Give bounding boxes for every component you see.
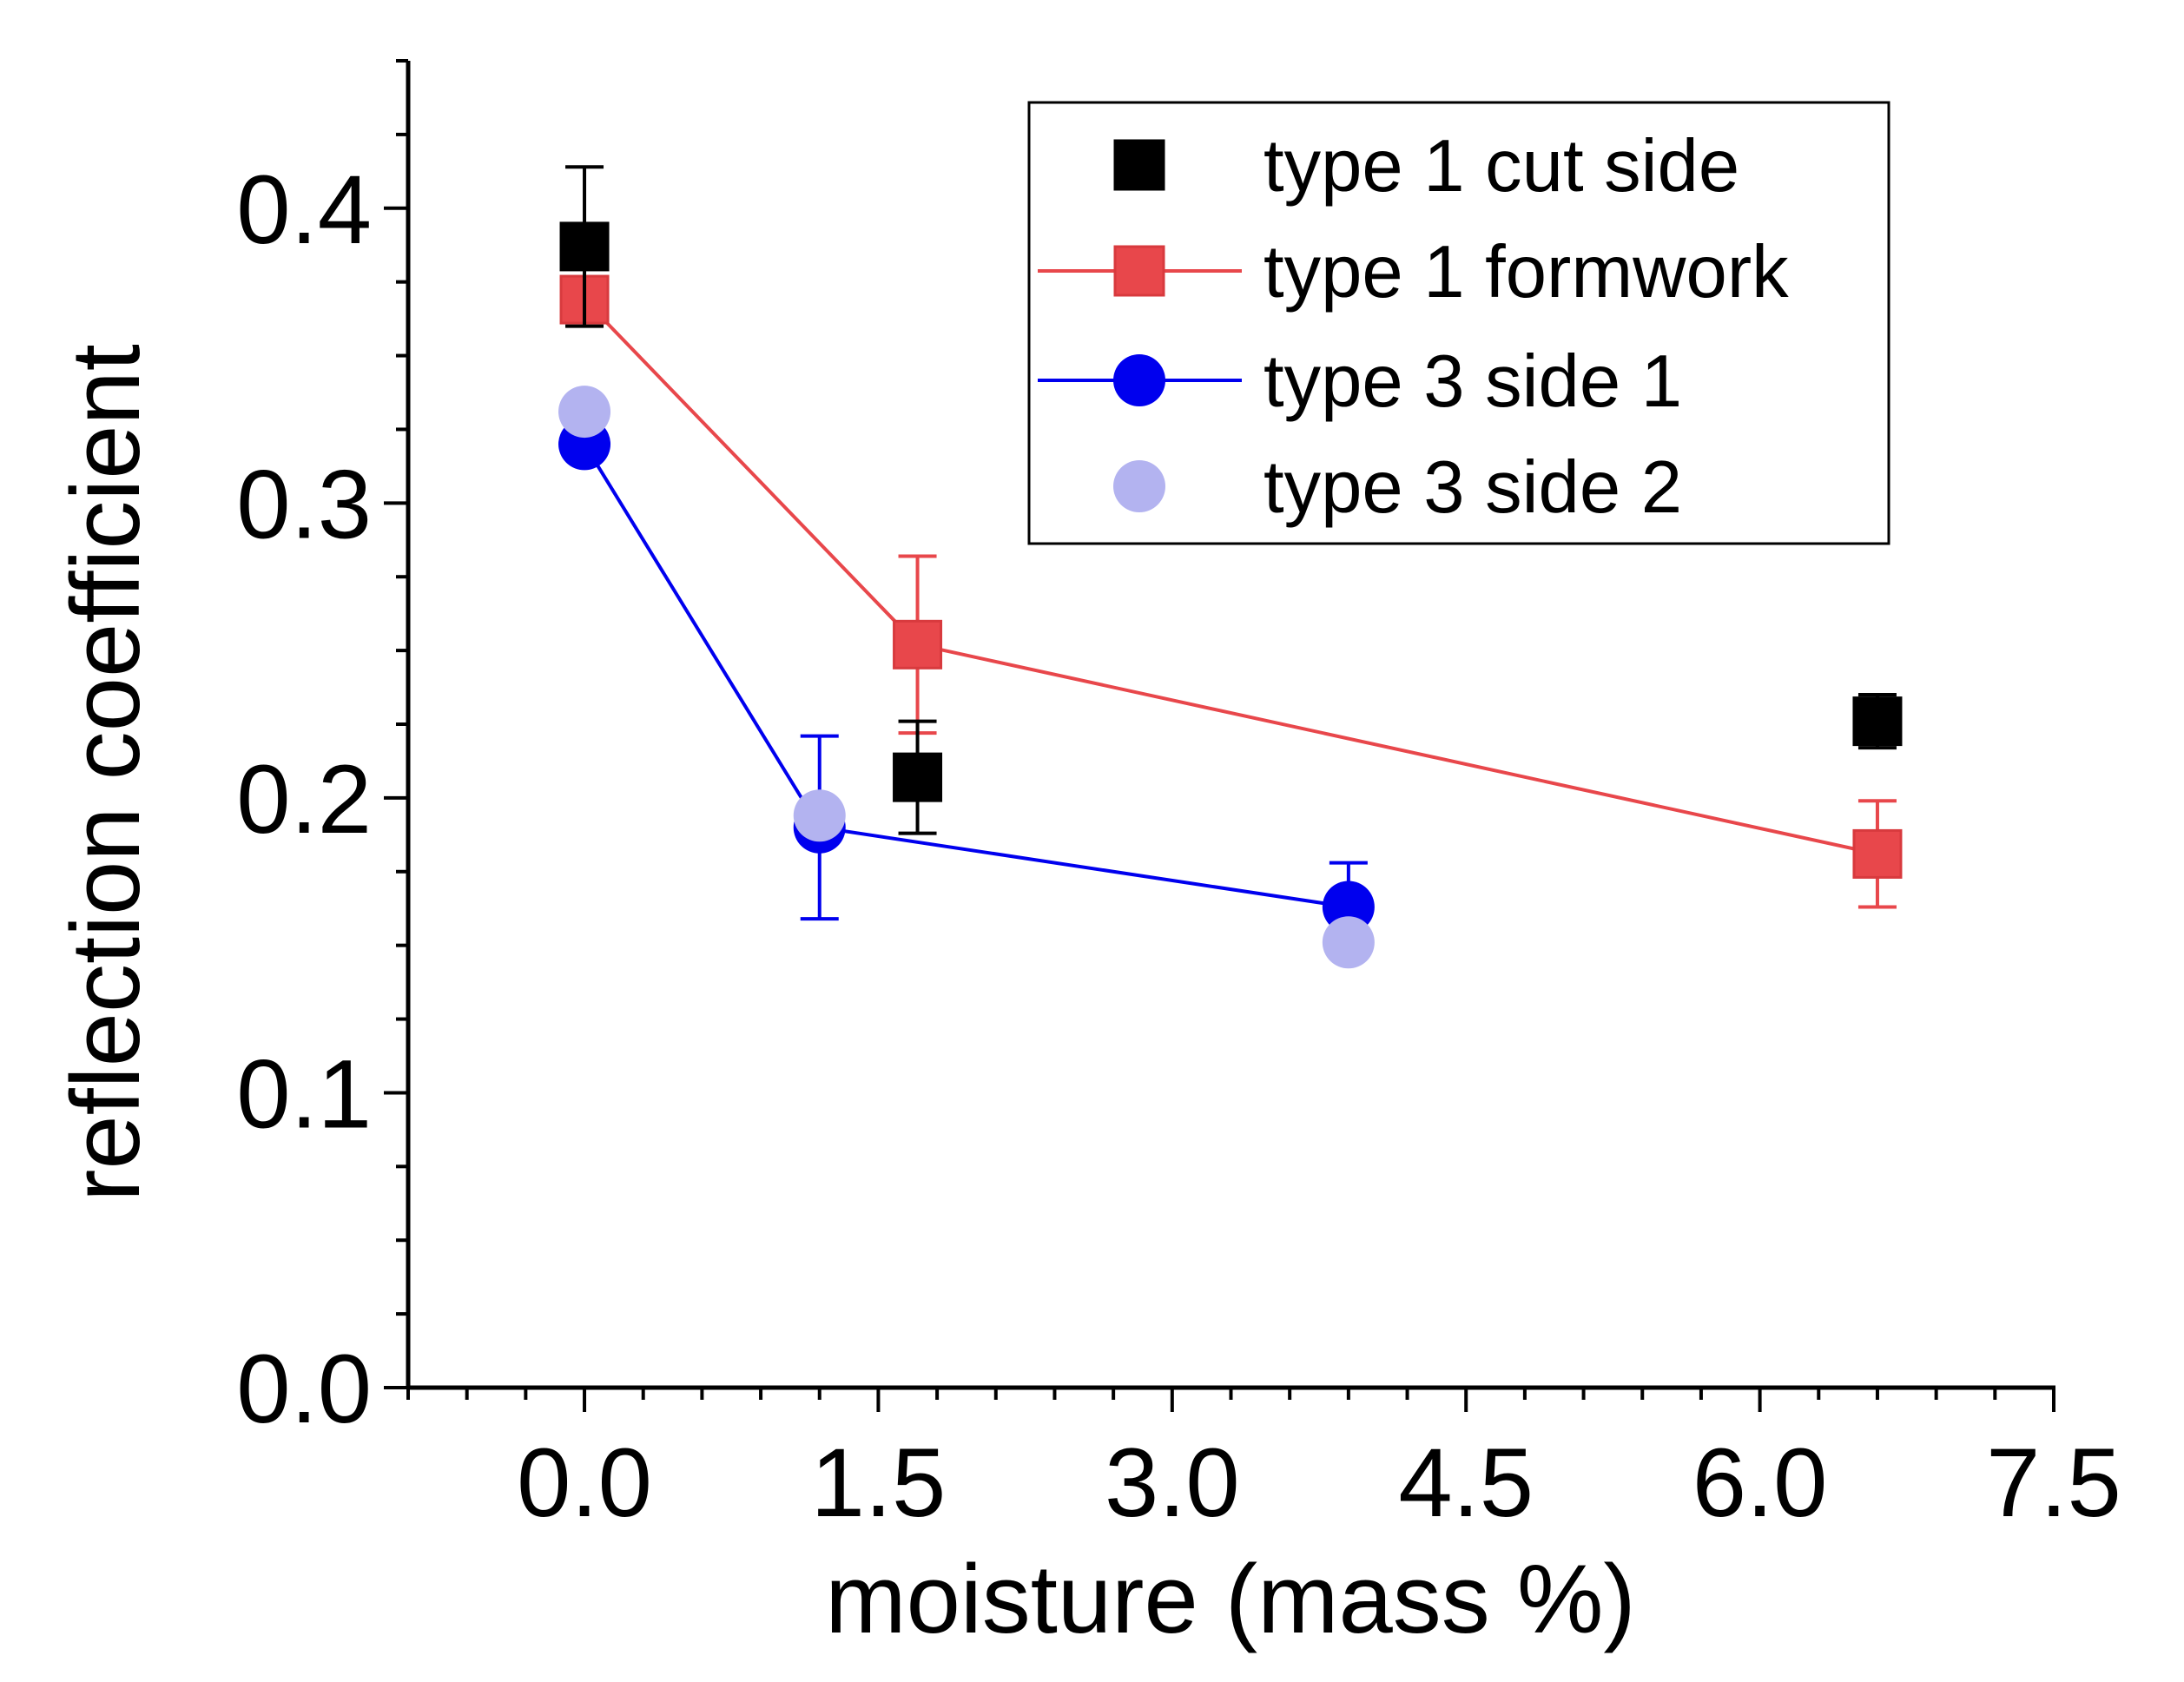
- legend-item: type 1 cut side: [1113, 125, 1739, 208]
- legend-item: type 3 side 2: [1113, 446, 1682, 529]
- y-tick-label: 0.0: [236, 1335, 372, 1443]
- legend-marker: [1113, 139, 1165, 191]
- data-point: [793, 789, 846, 842]
- data-point: [1852, 696, 1903, 747]
- series-type-1-formwork: [559, 274, 1903, 909]
- legend-label: type 1 cut side: [1264, 125, 1739, 208]
- data-point: [1852, 828, 1903, 879]
- y-tick-label: 0.2: [236, 745, 372, 854]
- x-tick-label: 1.5: [811, 1428, 947, 1537]
- x-tick-label: 3.0: [1105, 1428, 1240, 1537]
- y-axis-title: reflection coefficient: [51, 344, 160, 1202]
- series-layer: [558, 165, 1903, 969]
- legend-marker: [1113, 354, 1165, 406]
- legend-label: type 3 side 2: [1264, 446, 1682, 529]
- data-point: [1322, 916, 1375, 969]
- y-tick-label: 0.1: [236, 1039, 372, 1148]
- y-tick-label: 0.4: [236, 155, 372, 264]
- legend-label: type 1 formwork: [1264, 231, 1789, 313]
- x-tick-label: 0.0: [517, 1428, 652, 1537]
- x-tick-label: 6.0: [1692, 1428, 1828, 1537]
- ticks: 0.0 0.1 0.2 0.3 0.4 0.0 1.5 3.0 4.5 6.0 7.5: [236, 59, 2121, 1537]
- legend-item: type 1 formwork: [1038, 231, 1789, 313]
- legend-box: [1027, 101, 1890, 545]
- x-axis-title: moisture (mass %): [825, 1545, 1635, 1653]
- series-type-3-side-2: [558, 386, 1375, 969]
- x-tick-label: 4.5: [1398, 1428, 1534, 1537]
- legend-marker: [1113, 245, 1165, 297]
- legend-item: type 3 side 1: [1038, 340, 1682, 423]
- x-tick-label: 7.5: [1986, 1428, 2121, 1537]
- data-point: [893, 752, 943, 802]
- data-point: [559, 221, 610, 272]
- legend-marker: [1113, 460, 1165, 512]
- series-type-1-cut-side: [559, 165, 1903, 835]
- data-point: [558, 386, 611, 439]
- y-tick-label: 0.3: [236, 450, 372, 558]
- legend-label: type 3 side 1: [1264, 340, 1682, 423]
- data-point: [893, 619, 943, 670]
- legend: type 1 cut side type 1 formwork type 3 sid…: [1027, 101, 1890, 545]
